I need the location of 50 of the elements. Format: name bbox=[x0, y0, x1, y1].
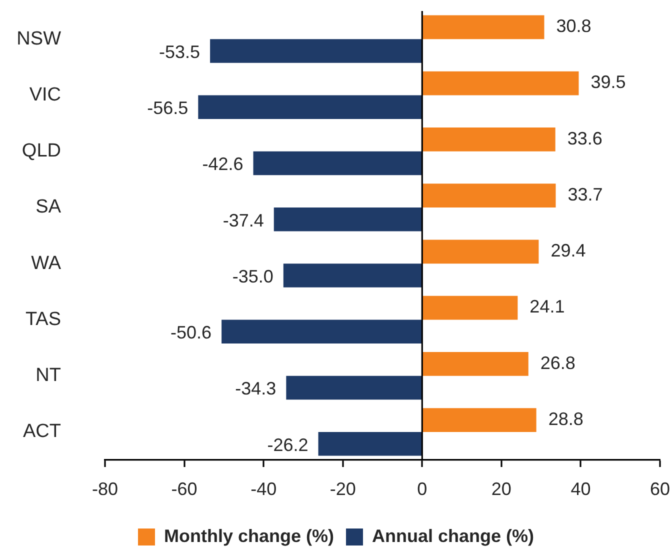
bar bbox=[198, 95, 422, 120]
legend-label: Monthly change (%) bbox=[164, 526, 334, 546]
x-tick-label: 40 bbox=[570, 478, 591, 499]
data-label: -26.2 bbox=[267, 434, 308, 455]
data-label: -56.5 bbox=[147, 98, 188, 118]
bar bbox=[210, 39, 422, 63]
bar bbox=[422, 240, 539, 264]
y-tick-label: VIC bbox=[29, 84, 61, 106]
data-label: 26.8 bbox=[540, 352, 576, 373]
x-tick-label: -60 bbox=[171, 478, 198, 499]
bar bbox=[422, 15, 544, 40]
data-label: 24.1 bbox=[530, 296, 565, 317]
y-tick-label: QLD bbox=[22, 140, 61, 162]
x-tick-label: 20 bbox=[491, 478, 512, 499]
data-label: 29.4 bbox=[550, 240, 586, 261]
bar bbox=[422, 408, 536, 432]
data-label: -53.5 bbox=[159, 42, 200, 62]
bar bbox=[253, 151, 422, 176]
bar bbox=[286, 376, 422, 400]
data-label: -34.3 bbox=[235, 378, 276, 399]
y-tick-label: TAS bbox=[25, 308, 61, 330]
bar bbox=[222, 320, 422, 344]
bar bbox=[318, 432, 422, 456]
data-label: 28.8 bbox=[548, 408, 584, 429]
bar bbox=[422, 184, 556, 208]
bar bbox=[422, 296, 518, 320]
x-tick-label: -80 bbox=[92, 478, 118, 499]
data-label: -50.6 bbox=[170, 322, 212, 343]
bar bbox=[283, 264, 422, 288]
data-label: 30.8 bbox=[556, 16, 592, 36]
data-label: 33.6 bbox=[567, 128, 602, 148]
data-label: 33.7 bbox=[568, 184, 603, 204]
legend-label: Annual change (%) bbox=[372, 526, 534, 546]
x-tick-label: 0 bbox=[417, 478, 428, 499]
data-label: -42.6 bbox=[202, 154, 244, 174]
y-tick-label: NT bbox=[36, 365, 62, 386]
bar bbox=[274, 207, 422, 232]
y-tick-label: WA bbox=[31, 252, 62, 274]
x-tick-label: 60 bbox=[650, 478, 670, 499]
x-tick-label: -20 bbox=[330, 478, 356, 499]
bar bbox=[422, 71, 579, 96]
data-label: -35.0 bbox=[232, 266, 274, 286]
bar bbox=[422, 352, 528, 376]
y-tick-label: SA bbox=[36, 196, 62, 218]
data-label: 39.5 bbox=[590, 72, 626, 92]
y-tick-label: NSW bbox=[16, 28, 62, 50]
bar bbox=[422, 127, 556, 152]
data-label: -37.4 bbox=[222, 210, 264, 230]
x-tick-label: -40 bbox=[250, 478, 277, 499]
y-tick-label: ACT bbox=[23, 421, 62, 442]
